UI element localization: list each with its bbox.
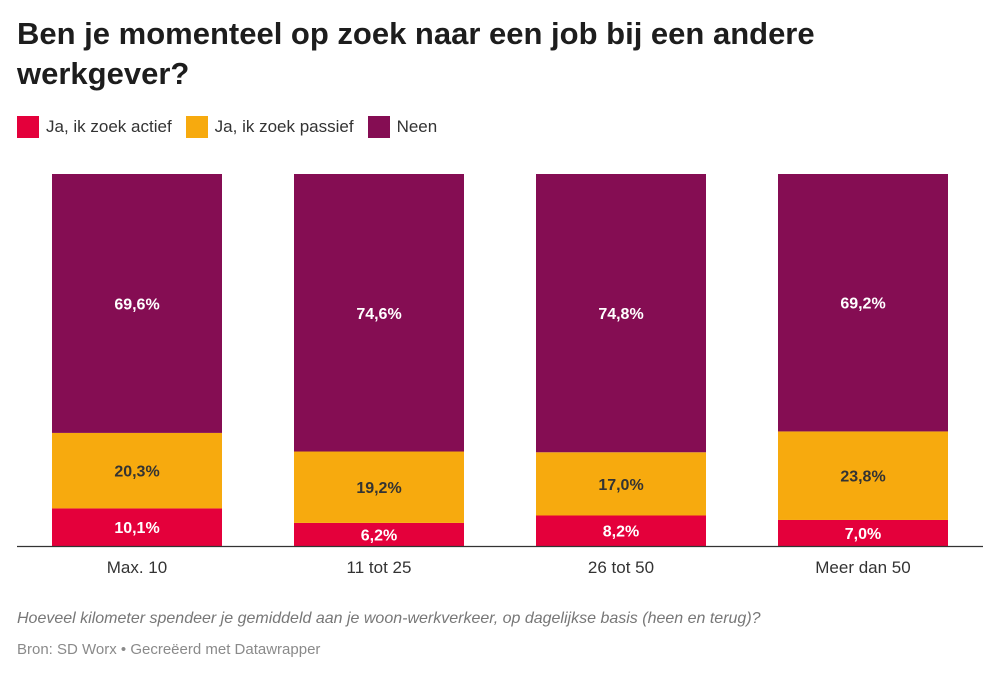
- data-label: 8,2%: [603, 524, 639, 541]
- legend-label: Neen: [396, 117, 438, 136]
- x-tick-label: Max. 10: [107, 558, 167, 577]
- chart-note: Hoeveel kilometer spendeer je gemiddeld …: [17, 610, 761, 627]
- bar-segment: [778, 519, 948, 546]
- data-label: 69,6%: [114, 296, 159, 313]
- bar-segment: [52, 174, 222, 433]
- bar-segment: [778, 431, 948, 520]
- bar-segment: [536, 515, 706, 546]
- legend-item-passief: Ja, ik zoek passief: [185, 116, 354, 138]
- x-tick-label: 26 tot 50: [588, 558, 654, 577]
- stacked-bar-chart: 10,1% 20,3% 69,6% Max. 10 6,2% 19,2% 74,6% 11 t…: [17, 174, 983, 577]
- data-label: 23,8%: [840, 469, 885, 486]
- x-tick-label: Meer dan 50: [815, 558, 910, 577]
- legend-label: Ja, ik zoek passief: [214, 117, 354, 136]
- legend-swatch: [367, 116, 390, 138]
- bar-segment: [536, 452, 706, 516]
- data-label: 20,3%: [114, 464, 159, 481]
- chart-title: Ben je momenteel op zoek naar een job bi…: [17, 16, 815, 91]
- chart-source: Bron: SD Worx • Gecreëerd met Datawrappe…: [17, 641, 321, 658]
- legend-swatch: [17, 116, 39, 138]
- data-label: 17,0%: [598, 477, 643, 494]
- bar-segment: [52, 508, 222, 546]
- data-label: 19,2%: [356, 480, 401, 497]
- legend-label: Ja, ik zoek actief: [46, 117, 172, 136]
- data-label: 74,8%: [598, 306, 643, 323]
- legend-swatch: [185, 116, 208, 138]
- data-label: 6,2%: [361, 527, 397, 544]
- bar-segment: [778, 174, 948, 432]
- data-label: 69,2%: [840, 296, 885, 313]
- bar-segment: [294, 522, 464, 546]
- bar-segment: [294, 451, 464, 523]
- data-label: 10,1%: [114, 520, 159, 537]
- legend-item-neen: Neen: [367, 116, 438, 138]
- data-label: 74,6%: [356, 306, 401, 323]
- legend-item-actief: Ja, ik zoek actief: [17, 116, 172, 138]
- bar-segment: [536, 174, 706, 453]
- data-label: 7,0%: [845, 526, 881, 543]
- legend: Ja, ik zoek actief Ja, ik zoek passief N…: [17, 116, 437, 138]
- x-tick-label: 11 tot 25: [347, 558, 412, 577]
- bar-segment: [294, 174, 464, 452]
- bar-segment: [52, 432, 222, 509]
